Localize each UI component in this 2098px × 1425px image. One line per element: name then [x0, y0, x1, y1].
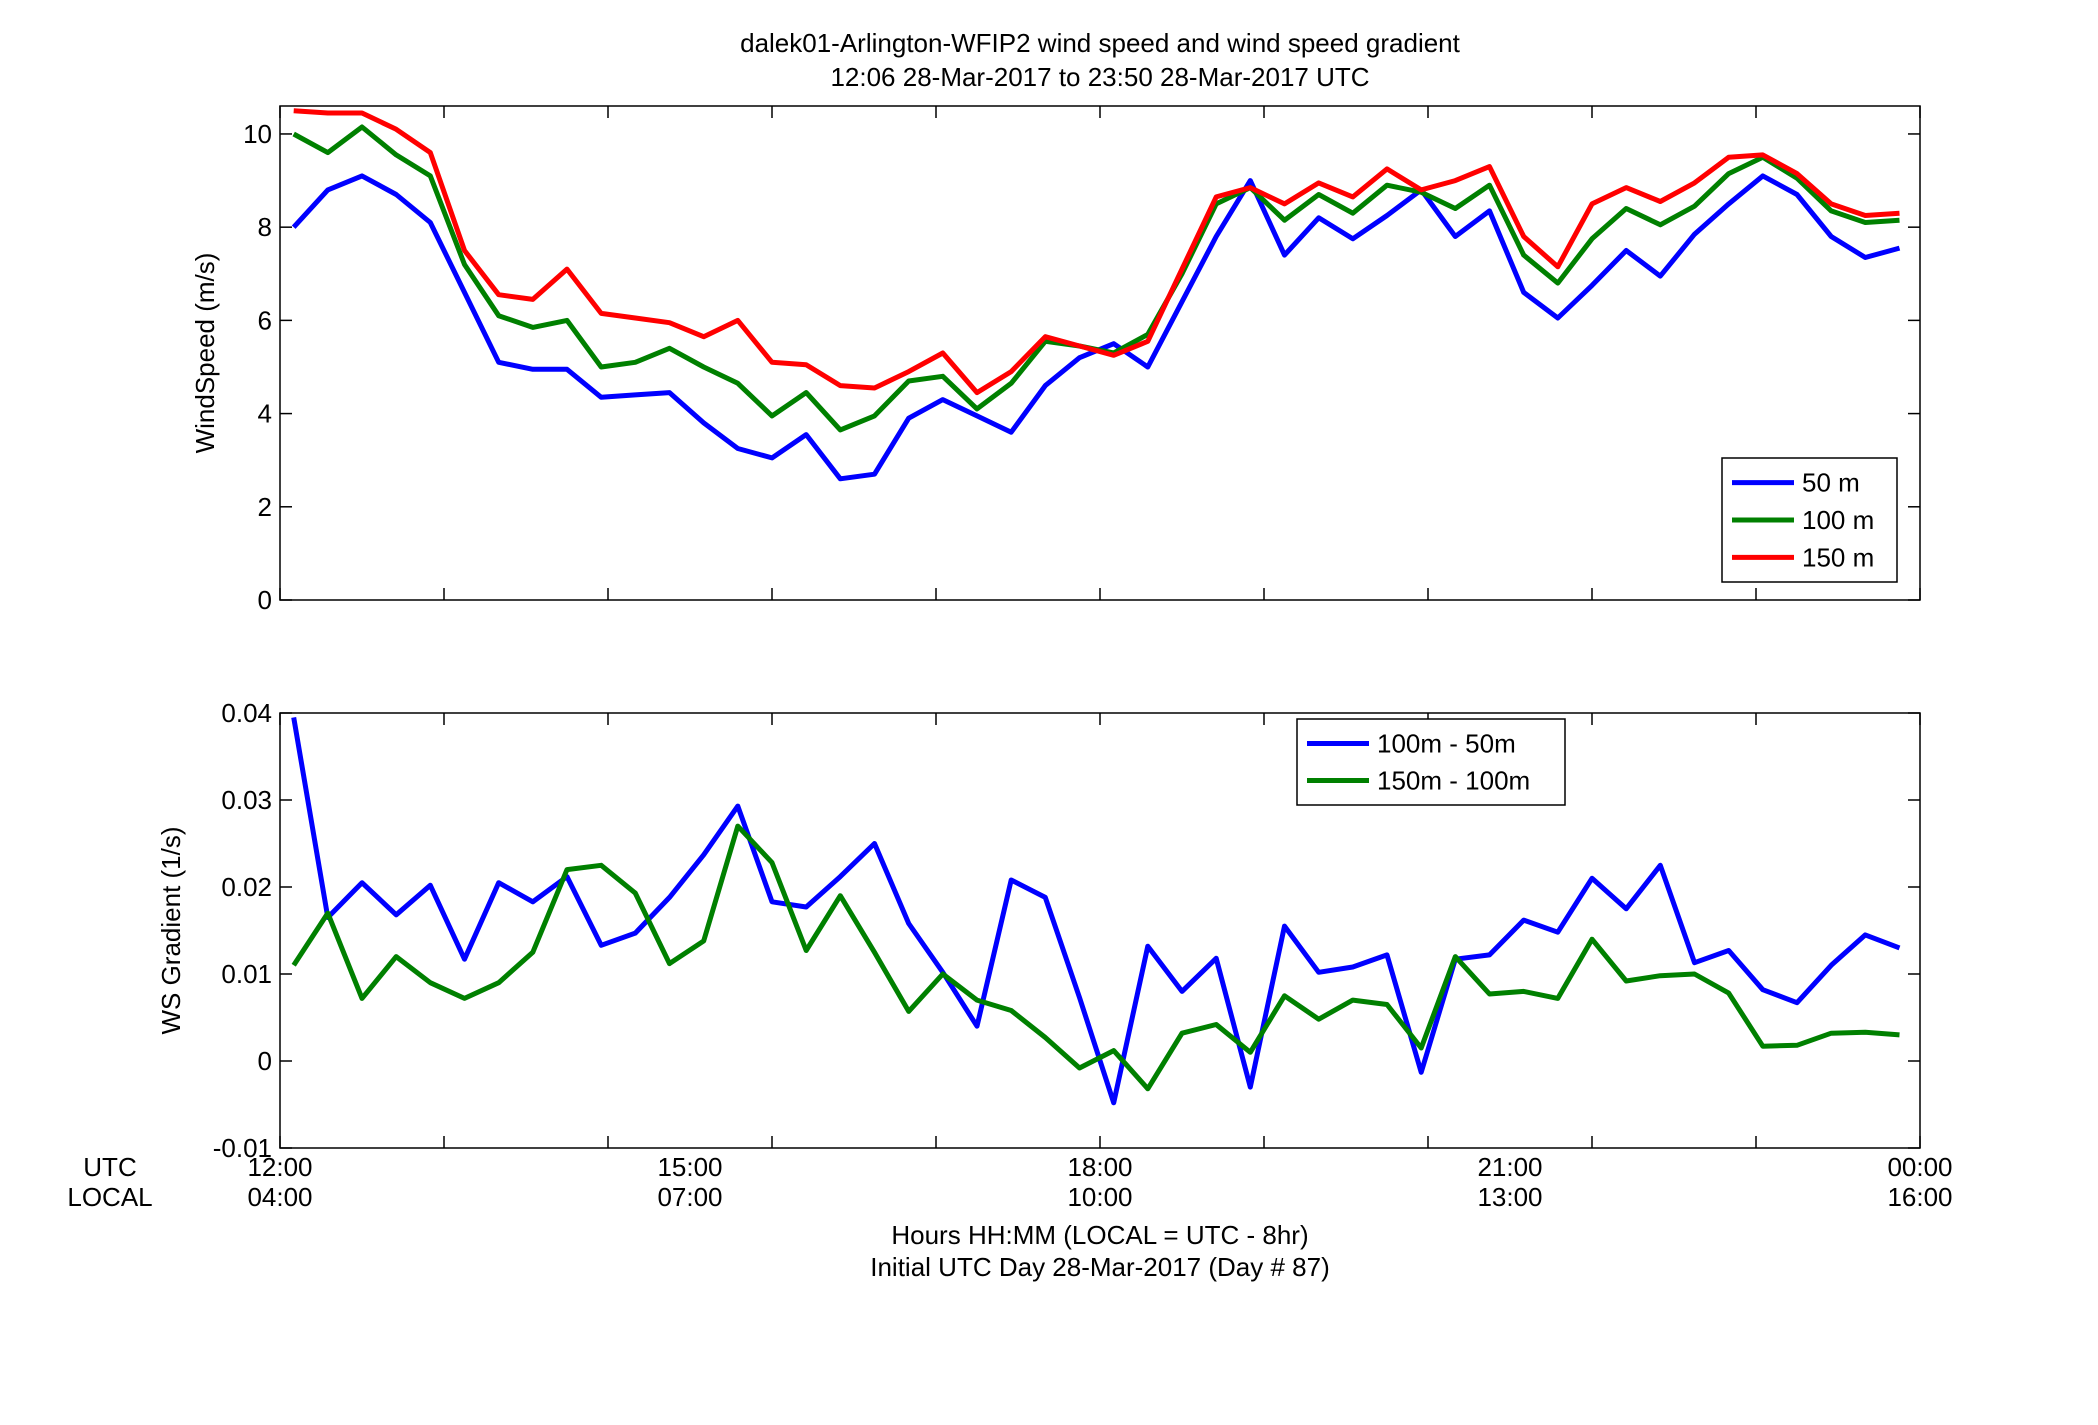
y-tick-label: 8 [258, 212, 272, 242]
y-tick-label: -0.01 [213, 1133, 272, 1163]
plot-frame [279, 712, 1921, 1149]
y-tick-label: 6 [258, 305, 272, 335]
local-tick-label: 13:00 [1477, 1182, 1542, 1212]
legend-label: 150m - 100m [1377, 766, 1530, 796]
utc-row-label: UTC [83, 1152, 136, 1182]
chart-title-line2: 12:06 28-Mar-2017 to 23:50 28-Mar-2017 U… [830, 62, 1369, 92]
legend: 50 m 100 m 150 m [1721, 457, 1898, 583]
chart-title-line1: dalek01-Arlington-WFIP2 wind speed and w… [740, 28, 1461, 58]
local-tick-label: 07:00 [657, 1182, 722, 1212]
legend-box [1296, 718, 1566, 806]
series-line-150m-100m [291, 823, 1900, 1092]
x-axis-label-line2: Initial UTC Day 28-Mar-2017 (Day # 87) [870, 1252, 1330, 1282]
utc-tick-label: 21:00 [1477, 1152, 1542, 1182]
y-tick-label: 2 [258, 492, 272, 522]
utc-tick-label: 15:00 [657, 1152, 722, 1182]
x-axis-label-line1: Hours HH:MM (LOCAL = UTC - 8hr) [891, 1220, 1308, 1250]
utc-tick-label: 12:00 [247, 1152, 312, 1182]
y-tick-label: 4 [258, 399, 272, 429]
y-tick-label: 0.02 [221, 872, 272, 902]
local-row-label: LOCAL [67, 1182, 152, 1212]
y-tick-label: 0 [258, 1046, 272, 1076]
local-tick-label: 16:00 [1887, 1182, 1952, 1212]
y-tick-label: 0 [258, 585, 272, 615]
series-line-150-m [293, 108, 1900, 396]
gradient-panel: -0.01 0 0.01 0.02 0.03 0.04 WS Gradient (1/s) 1… [156, 698, 1921, 1163]
y-tick-label: 0.04 [221, 698, 272, 728]
y-axis-label: WS Gradient (1/s) [156, 826, 186, 1034]
utc-tick-label: 18:00 [1067, 1152, 1132, 1182]
y-tick-label: 0.01 [221, 959, 272, 989]
local-tick-label: 04:00 [247, 1182, 312, 1212]
y-tick-label: 0.03 [221, 785, 272, 815]
windspeed-panel: 0 2 4 6 8 10 WindSpeed (m/s) 50 m 100 m 150 m [190, 105, 1921, 615]
legend-label: 100 m [1802, 505, 1874, 535]
y-axis-label: WindSpeed (m/s) [190, 253, 220, 454]
y-tick-label: 10 [243, 119, 272, 149]
legend: 100m - 50m 150m - 100m [1296, 718, 1566, 806]
local-tick-label: 10:00 [1067, 1182, 1132, 1212]
utc-tick-label: 00:00 [1887, 1152, 1952, 1182]
legend-label: 150 m [1802, 542, 1874, 572]
legend-label: 100m - 50m [1377, 729, 1516, 759]
legend-label: 50 m [1802, 468, 1860, 498]
